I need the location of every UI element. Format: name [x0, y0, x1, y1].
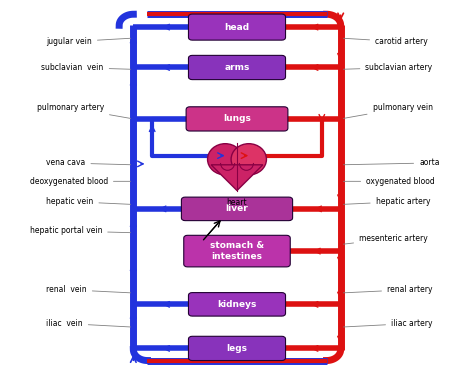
Text: iliac artery: iliac artery: [344, 319, 433, 328]
FancyBboxPatch shape: [186, 107, 288, 131]
Text: carotid artery: carotid artery: [344, 37, 428, 46]
Text: stomach &
intestines: stomach & intestines: [210, 241, 264, 261]
Text: legs: legs: [227, 344, 247, 353]
FancyBboxPatch shape: [184, 235, 290, 267]
Text: head: head: [224, 23, 250, 31]
Text: vena cava: vena cava: [46, 158, 130, 168]
FancyBboxPatch shape: [189, 293, 285, 316]
FancyBboxPatch shape: [189, 336, 285, 360]
Text: subclavian  vein: subclavian vein: [41, 63, 130, 72]
Text: pulmonary artery: pulmonary artery: [36, 103, 131, 118]
Text: hepatic artery: hepatic artery: [344, 197, 430, 206]
Text: heart: heart: [227, 198, 247, 207]
Text: hepatic portal vein: hepatic portal vein: [30, 226, 130, 235]
Text: pulmonary vein: pulmonary vein: [343, 103, 433, 118]
Text: oxygenated blood: oxygenated blood: [344, 177, 435, 186]
FancyBboxPatch shape: [189, 56, 285, 80]
Text: mesenteric artery: mesenteric artery: [344, 234, 428, 244]
Text: jugular vein: jugular vein: [46, 37, 130, 46]
Text: liver: liver: [226, 204, 248, 213]
Text: aorta: aorta: [344, 158, 439, 168]
Text: lungs: lungs: [223, 114, 251, 124]
Text: hepatic vein: hepatic vein: [46, 197, 130, 206]
Text: arms: arms: [224, 63, 250, 72]
Text: renal  vein: renal vein: [46, 285, 130, 294]
Ellipse shape: [231, 144, 266, 175]
Text: deoxygenated blood: deoxygenated blood: [30, 177, 130, 186]
FancyBboxPatch shape: [189, 14, 285, 40]
Text: iliac  vein: iliac vein: [46, 319, 130, 328]
Text: subclavian artery: subclavian artery: [344, 63, 433, 72]
FancyBboxPatch shape: [182, 197, 292, 221]
Polygon shape: [211, 165, 263, 191]
Ellipse shape: [208, 144, 243, 175]
Text: kidneys: kidneys: [217, 300, 257, 309]
Text: renal artery: renal artery: [344, 285, 433, 294]
